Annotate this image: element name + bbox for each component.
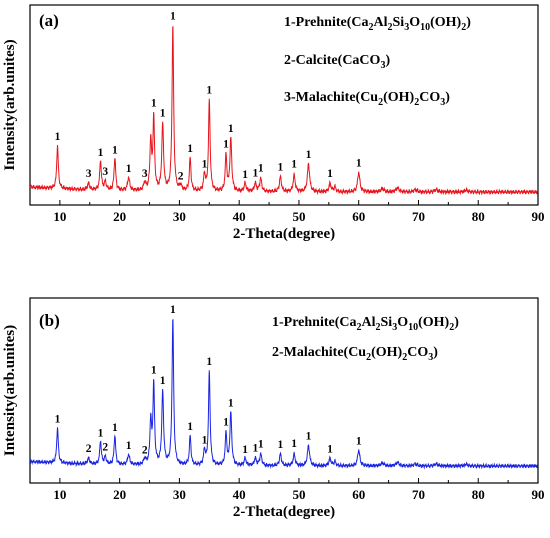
plot-frame [29, 297, 539, 484]
peak-label: 1 [278, 161, 284, 173]
peak-label: 1 [228, 123, 234, 135]
peak-label: 1 [258, 163, 264, 175]
xrd-series-line [29, 318, 539, 470]
peak-label: 2 [178, 171, 184, 183]
peak-label: 2 [102, 441, 108, 453]
peak-label: 1 [258, 438, 264, 450]
peak-label: 1 [202, 159, 208, 171]
peak-label: 1 [252, 168, 258, 180]
peak-label: 1 [223, 138, 229, 150]
peak-label: 2 [86, 443, 92, 455]
peak-label: 1 [187, 143, 193, 155]
x-tick-label: 80 [472, 487, 485, 502]
xrd-series-line [29, 25, 539, 196]
peak-label: 1 [98, 428, 104, 440]
x-tick-label: 40 [233, 209, 246, 224]
x-tick-label: 30 [173, 487, 186, 502]
peak-label: 3 [142, 168, 148, 180]
peak-label: 3 [102, 166, 108, 178]
peak-label: 1 [356, 435, 362, 447]
peak-label: 1 [112, 422, 118, 434]
x-tick-label: 60 [352, 209, 365, 224]
y-axis-title: Intensity(arb.unites) [2, 39, 18, 170]
peak-label: 3 [86, 168, 92, 180]
y-axis-title: Intensity(arb.unites) [2, 325, 18, 456]
peak-label: 1 [356, 158, 362, 170]
peak-label: 1 [206, 356, 212, 368]
legend-entry: 2-Malachite(Cu2​(OH)2​CO3​) [272, 345, 438, 363]
peak-label: 1 [160, 108, 166, 120]
peak-label: 1 [160, 375, 166, 387]
x-tick-label: 50 [292, 209, 305, 224]
panel-label: (a) [39, 11, 59, 30]
x-axis-title: 2-Theta(degree) [233, 504, 335, 520]
x-tick-label: 90 [532, 487, 545, 502]
peak-label: 1 [291, 159, 297, 171]
peak-label: 1 [306, 149, 312, 161]
peak-label: 1 [170, 304, 176, 316]
panel-label: (b) [39, 311, 60, 330]
peak-label: 1 [151, 98, 157, 110]
peak-label: 1 [223, 417, 229, 429]
peak-label: 1 [242, 169, 248, 181]
peak-label: 1 [98, 147, 104, 159]
legend-entry: 3-Malachite(Cu2​(OH)2​CO3​) [284, 90, 450, 108]
peak-label: 1 [126, 440, 132, 452]
peak-label: 2 [142, 444, 148, 456]
peak-label: 1 [327, 443, 333, 455]
peak-label: 1 [187, 421, 193, 433]
peak-label: 1 [278, 439, 284, 451]
x-tick-label: 90 [532, 209, 545, 224]
peak-label: 1 [126, 163, 132, 175]
x-axis-title: 2-Theta(degree) [233, 226, 335, 242]
x-tick-label: 60 [352, 487, 365, 502]
peak-label: 1 [291, 438, 297, 450]
peak-label: 1 [206, 85, 212, 97]
legend-entry: 2-Calcite(CaCO3​) [284, 53, 390, 71]
peak-label: 1 [228, 398, 234, 410]
peak-label: 1 [55, 131, 61, 143]
x-tick-label: 10 [53, 209, 66, 224]
x-tick-label: 70 [412, 209, 425, 224]
peak-label: 1 [112, 144, 118, 156]
x-tick-label: 40 [233, 487, 246, 502]
peak-label: 1 [306, 431, 312, 443]
peak-label: 1 [252, 443, 258, 455]
x-tick-label: 20 [113, 487, 126, 502]
x-tick-label: 50 [292, 487, 305, 502]
peak-label: 1 [55, 413, 61, 425]
x-tick-label: 10 [53, 487, 66, 502]
x-tick-label: 70 [412, 487, 425, 502]
plot-frame [29, 4, 539, 206]
x-tick-label: 80 [472, 209, 485, 224]
peak-label: 1 [242, 444, 248, 456]
peak-label: 1 [327, 168, 333, 180]
peak-label: 1 [151, 365, 157, 377]
legend-entry: 1-Prehnite(Ca2​Al2​Si3​O10​(OH)2​) [284, 15, 471, 33]
x-tick-label: 20 [113, 209, 126, 224]
x-tick-label: 30 [173, 209, 186, 224]
legend-entry: 1-Prehnite(Ca2​Al2​Si3​O10​(OH)2​) [272, 315, 459, 333]
peak-label: 1 [170, 11, 176, 23]
peak-label: 1 [202, 434, 208, 446]
